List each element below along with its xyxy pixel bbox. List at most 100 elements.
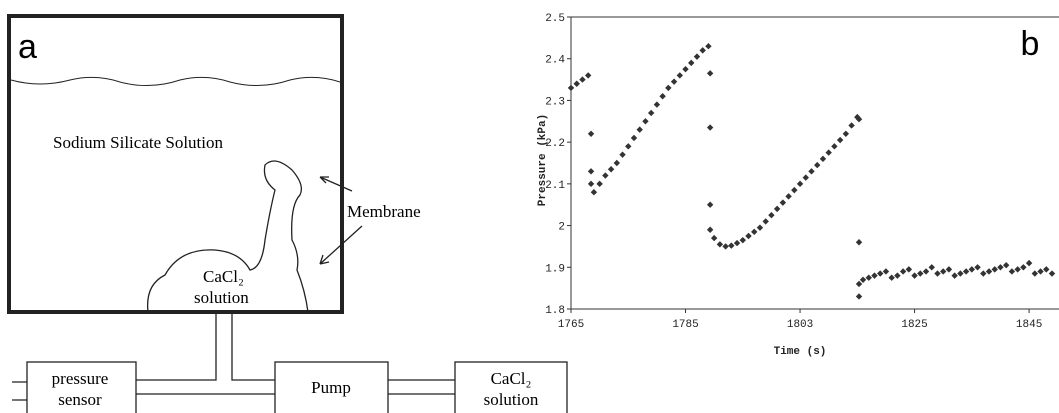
box-label: sensor	[58, 390, 102, 409]
point	[625, 143, 632, 150]
point	[1037, 268, 1044, 275]
point	[596, 180, 603, 188]
point	[905, 266, 913, 273]
point	[1014, 266, 1021, 273]
point	[642, 118, 649, 125]
point	[587, 130, 595, 137]
point	[808, 168, 815, 175]
point	[739, 236, 746, 244]
point	[831, 143, 838, 150]
point	[567, 84, 575, 92]
point	[751, 228, 758, 236]
point	[636, 126, 643, 133]
point	[619, 151, 626, 158]
box-label: pressure	[52, 369, 109, 388]
panel-label: b	[1021, 25, 1040, 63]
point	[773, 205, 781, 213]
point	[785, 193, 792, 200]
membrane	[146, 160, 309, 313]
point	[1048, 270, 1056, 277]
point	[682, 65, 689, 73]
point	[894, 272, 901, 279]
point	[934, 270, 941, 277]
point	[859, 276, 867, 283]
box-label: CaCl₂	[491, 369, 532, 388]
point	[997, 264, 1004, 271]
point	[1043, 266, 1050, 273]
label: solution	[194, 288, 249, 307]
point	[888, 274, 895, 281]
y-tick-label: 2.5	[545, 13, 565, 25]
y-tick-label: 1.9	[545, 263, 565, 275]
point	[706, 201, 714, 208]
y-tick-label: 2.1	[545, 180, 565, 192]
y-tick-label: 2.2	[545, 138, 565, 150]
point	[1025, 259, 1033, 267]
point	[745, 232, 752, 240]
axes	[570, 16, 1059, 310]
point	[630, 134, 638, 142]
point	[791, 186, 798, 194]
point	[716, 241, 724, 248]
arrow	[319, 176, 353, 192]
point	[899, 268, 907, 275]
point	[1002, 262, 1010, 269]
point	[877, 270, 884, 277]
point	[710, 234, 718, 242]
arrow	[319, 225, 363, 265]
point	[974, 264, 981, 271]
label: Sodium Silicate Solution	[53, 133, 224, 152]
point	[917, 270, 924, 277]
point	[802, 174, 809, 181]
x-tick-label: 1765	[558, 319, 584, 331]
point	[779, 199, 787, 206]
point	[607, 166, 615, 173]
point	[1008, 268, 1016, 275]
y-tick-label: 2	[558, 222, 565, 234]
label: CaCl₂	[203, 267, 244, 286]
point	[945, 266, 953, 273]
point	[854, 113, 861, 121]
point	[693, 53, 701, 60]
point	[647, 109, 655, 117]
panel-label: a	[18, 28, 37, 66]
point	[733, 239, 741, 247]
point	[590, 189, 598, 196]
point	[825, 149, 832, 156]
label: Membrane	[347, 202, 421, 221]
point	[688, 59, 695, 67]
y-axis-label: Pressure (kPa)	[537, 114, 549, 206]
point	[705, 43, 712, 50]
point	[602, 172, 609, 179]
point	[587, 168, 595, 175]
box-label: solution	[484, 390, 539, 409]
point	[855, 280, 863, 288]
point	[659, 93, 666, 100]
point	[951, 272, 958, 279]
point	[962, 268, 970, 275]
point	[819, 155, 827, 163]
point	[836, 136, 844, 144]
x-tick-label: 1803	[787, 319, 813, 331]
y-tick-label: 2.3	[545, 96, 565, 108]
point	[911, 272, 918, 279]
box-label: Pump	[311, 378, 351, 397]
point	[928, 264, 935, 271]
x-tick-label: 1785	[672, 319, 698, 331]
point	[584, 72, 592, 79]
point	[573, 80, 580, 87]
chart: b Time (s) Pressure (kPa) 1.8 1.9 2 2.1 2.2 2…	[537, 13, 1059, 358]
surface	[10, 76, 341, 86]
point	[762, 218, 769, 225]
point	[871, 272, 878, 279]
point	[855, 116, 863, 123]
plumbing	[12, 312, 568, 413]
point	[882, 268, 890, 275]
point	[699, 47, 706, 54]
point	[968, 266, 976, 273]
point	[855, 293, 863, 300]
point	[706, 70, 714, 77]
point	[653, 101, 661, 108]
y-tick-label: 2.4	[545, 55, 565, 67]
point	[957, 270, 964, 277]
